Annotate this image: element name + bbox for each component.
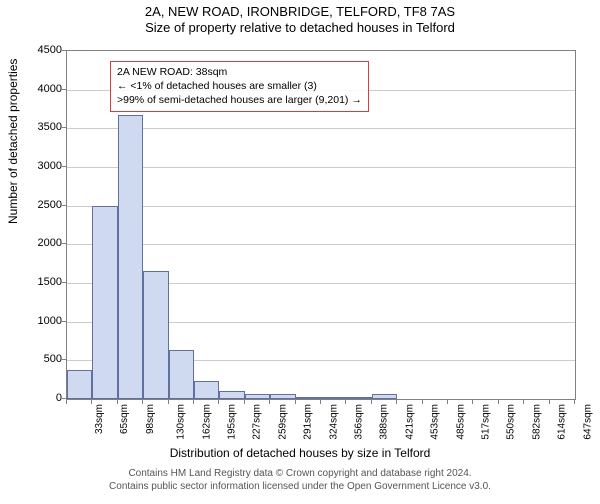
chart-title-line1: 2A, NEW ROAD, IRONBRIDGE, TELFORD, TF8 7… — [0, 4, 600, 19]
xtick-mark — [117, 400, 118, 404]
xtick-mark — [574, 400, 575, 404]
y-axis-label: Number of detached properties — [6, 59, 20, 224]
annotation-line2: ← <1% of detached houses are smaller (3) — [117, 79, 362, 93]
ytick-mark — [62, 205, 66, 206]
ytick-label: 4000 — [22, 83, 62, 95]
xtick-label: 195sqm — [227, 404, 238, 440]
xtick-label: 485sqm — [455, 404, 466, 440]
histogram-bar — [92, 206, 117, 399]
xtick-mark — [447, 400, 448, 404]
histogram-bar — [219, 391, 244, 399]
ytick-label: 4500 — [22, 44, 62, 56]
xtick-mark — [523, 400, 524, 404]
ytick-mark — [62, 166, 66, 167]
xtick-mark — [549, 400, 550, 404]
ytick-mark — [62, 321, 66, 322]
xtick-label: 162sqm — [201, 404, 212, 440]
xtick-mark — [168, 400, 169, 404]
ytick-label: 3500 — [22, 121, 62, 133]
ytick-label: 0 — [22, 392, 62, 404]
xtick-mark — [396, 400, 397, 404]
histogram-bar — [169, 350, 194, 399]
ytick-label: 2500 — [22, 199, 62, 211]
footer-line1: Contains HM Land Registry data © Crown c… — [0, 467, 600, 480]
xtick-label: 259sqm — [277, 404, 288, 440]
xtick-label: 421sqm — [404, 404, 415, 440]
ytick-mark — [62, 127, 66, 128]
footer-attribution: Contains HM Land Registry data © Crown c… — [0, 467, 600, 493]
xtick-label: 291sqm — [303, 404, 314, 440]
histogram-bar — [372, 394, 397, 399]
xtick-mark — [269, 400, 270, 404]
xtick-mark — [422, 400, 423, 404]
xtick-label: 453sqm — [430, 404, 441, 440]
histogram-bar — [270, 394, 295, 399]
ytick-mark — [62, 50, 66, 51]
xtick-mark — [142, 400, 143, 404]
xtick-mark — [193, 400, 194, 404]
xtick-mark — [244, 400, 245, 404]
xtick-label: 98sqm — [145, 404, 156, 434]
ytick-mark — [62, 282, 66, 283]
ytick-label: 2000 — [22, 237, 62, 249]
xtick-label: 582sqm — [531, 404, 542, 440]
xtick-mark — [295, 400, 296, 404]
xtick-label: 614sqm — [557, 404, 568, 440]
footer-line2: Contains public sector information licen… — [0, 480, 600, 493]
xtick-mark — [218, 400, 219, 404]
xtick-label: 388sqm — [379, 404, 390, 440]
histogram-bar — [321, 397, 346, 399]
ytick-mark — [62, 398, 66, 399]
xtick-label: 356sqm — [354, 404, 365, 440]
xtick-label: 65sqm — [119, 404, 130, 434]
xtick-mark — [91, 400, 92, 404]
xtick-mark — [320, 400, 321, 404]
ytick-mark — [62, 359, 66, 360]
histogram-bar — [296, 397, 321, 399]
ytick-label: 3000 — [22, 160, 62, 172]
ytick-label: 500 — [22, 353, 62, 365]
ytick-mark — [62, 243, 66, 244]
gridline — [67, 128, 575, 129]
ytick-label: 1500 — [22, 276, 62, 288]
x-axis-label: Distribution of detached houses by size … — [0, 446, 600, 460]
xtick-label: 517sqm — [481, 404, 492, 440]
xtick-label: 130sqm — [176, 404, 187, 440]
annotation-line3: >99% of semi-detached houses are larger … — [117, 93, 362, 107]
annotation-box: 2A NEW ROAD: 38sqm ← <1% of detached hou… — [110, 61, 369, 112]
histogram-bar — [118, 115, 143, 399]
histogram-bar — [67, 370, 92, 399]
xtick-label: 647sqm — [582, 404, 593, 440]
histogram-bar — [346, 397, 371, 399]
xtick-label: 227sqm — [252, 404, 263, 440]
xtick-mark — [371, 400, 372, 404]
xtick-mark — [66, 400, 67, 404]
ytick-mark — [62, 89, 66, 90]
gridline — [67, 244, 575, 245]
xtick-mark — [472, 400, 473, 404]
xtick-mark — [345, 400, 346, 404]
histogram-bar — [245, 394, 270, 399]
gridline — [67, 206, 575, 207]
chart-title-line2: Size of property relative to detached ho… — [0, 20, 600, 35]
xtick-mark — [498, 400, 499, 404]
annotation-line1: 2A NEW ROAD: 38sqm — [117, 65, 362, 79]
xtick-label: 550sqm — [506, 404, 517, 440]
gridline — [67, 167, 575, 168]
histogram-bar — [143, 271, 168, 399]
ytick-label: 1000 — [22, 315, 62, 327]
xtick-label: 33sqm — [94, 404, 105, 434]
xtick-label: 324sqm — [328, 404, 339, 440]
histogram-bar — [194, 381, 219, 399]
